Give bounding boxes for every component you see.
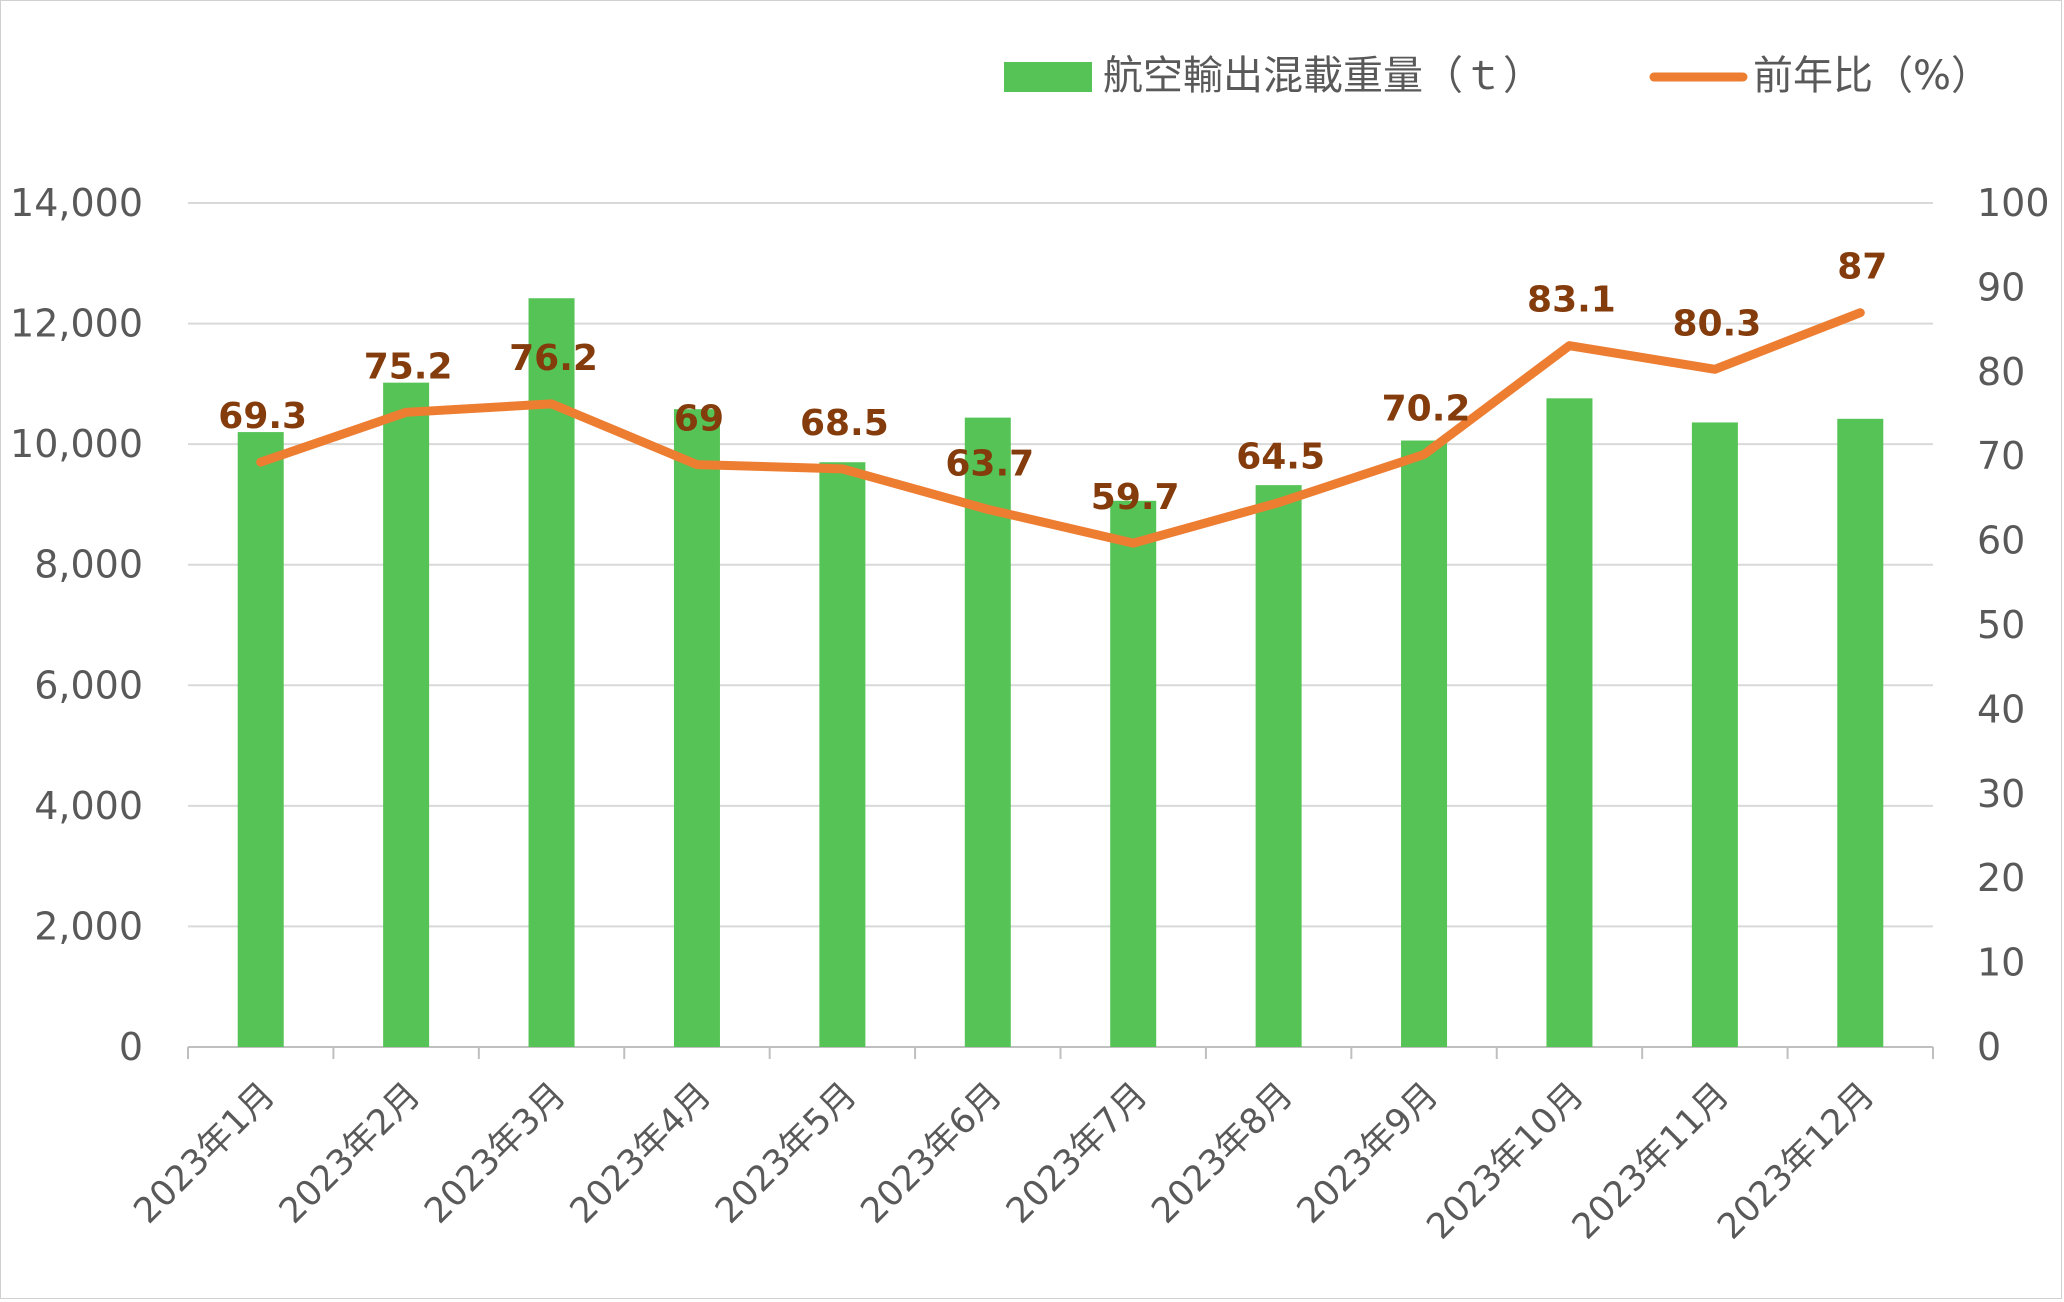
line-point [1568, 344, 1571, 347]
left-y-tick-label: 12,000 [10, 302, 143, 346]
line-data-label: 69.3 [218, 396, 307, 437]
x-category-label: 2023年8月 [1144, 1075, 1301, 1232]
bar [528, 298, 575, 1047]
line-series [256, 308, 1865, 548]
left-y-tick-label: 2,000 [34, 904, 143, 948]
line-data-label: 68.5 [800, 403, 889, 444]
right-y-tick-label: 40 [1977, 687, 2025, 731]
legend-label-bars: 航空輸出混載重量（ｔ） [1103, 53, 1543, 99]
line-data-label: 70.2 [1382, 389, 1471, 430]
line-data-label: 87 [1837, 247, 1887, 288]
line-data-label: 76.2 [509, 338, 598, 379]
right-y-tick-label: 100 [1977, 181, 2050, 225]
bar [1401, 440, 1448, 1047]
legend: 航空輸出混載重量（ｔ） 前年比（%） [1004, 53, 1991, 99]
right-y-tick-label: 90 [1977, 265, 2025, 309]
x-category-label: 2023年11月 [1565, 1075, 1737, 1247]
left-y-tick-label: 4,000 [34, 784, 143, 828]
right-y-tick-label: 30 [1977, 772, 2025, 816]
right-y-tick-label: 80 [1977, 350, 2025, 394]
bar [383, 382, 430, 1047]
x-category-label: 2023年3月 [417, 1075, 574, 1232]
bar [1546, 398, 1593, 1048]
x-category-label: 2023年2月 [272, 1075, 429, 1232]
bar [237, 432, 284, 1048]
legend-swatch-bars [1004, 62, 1092, 92]
data-labels: 69.3 75.2 76.2 69 68.5 63.7 59.7 64.5 70.2 83.1 80… [218, 247, 1887, 518]
line-point [259, 461, 262, 464]
left-y-tick-label: 6,000 [34, 663, 143, 707]
bar [1255, 485, 1302, 1047]
line-point [1277, 501, 1280, 504]
line-point [1132, 542, 1135, 545]
x-category-label: 2023年1月 [127, 1075, 284, 1232]
bar [964, 417, 1011, 1047]
bar [1110, 500, 1157, 1048]
line-data-label: 64.5 [1236, 437, 1325, 478]
yoy-line [256, 308, 1865, 548]
x-category-label: 2023年10月 [1420, 1075, 1592, 1247]
line-point [986, 508, 989, 511]
x-category-label: 2023年5月 [708, 1075, 865, 1232]
left-y-axis: 0 2,000 4,000 6,000 8,000 10,000 12,000 14,000 [10, 181, 143, 1069]
right-y-tick-label: 20 [1977, 856, 2025, 900]
left-y-tick-label: 10,000 [10, 422, 143, 466]
line-point [695, 463, 698, 466]
line-point [1713, 368, 1716, 371]
left-y-tick-label: 8,000 [34, 543, 143, 587]
bar [819, 462, 866, 1047]
bar [1691, 422, 1738, 1047]
line-data-label: 69 [674, 399, 724, 440]
right-y-tick-label: 10 [1977, 941, 2025, 985]
x-category-label: 2023年6月 [854, 1075, 1011, 1232]
left-y-tick-label: 14,000 [10, 181, 143, 225]
line-point [841, 467, 844, 470]
line-data-label: 83.1 [1527, 280, 1616, 321]
line-point [1423, 453, 1426, 456]
bar [673, 409, 720, 1048]
right-y-tick-label: 50 [1977, 603, 2025, 647]
line-data-label: 63.7 [945, 443, 1034, 484]
line-data-label: 59.7 [1091, 477, 1180, 518]
right-y-axis: 0 10 20 30 40 50 60 70 80 90 100 [1977, 181, 2050, 1069]
gridlines [188, 202, 1933, 928]
right-y-tick-label: 60 [1977, 519, 2025, 563]
legend-label-line: 前年比（%） [1753, 53, 1991, 99]
line-data-label: 80.3 [1672, 303, 1761, 344]
left-y-tick-label: 0 [119, 1025, 143, 1069]
line-point [405, 411, 408, 414]
line-point [550, 402, 553, 405]
bar [1837, 418, 1884, 1047]
bar-series [237, 298, 1884, 1048]
line-data-label: 75.2 [364, 346, 453, 387]
right-y-tick-label: 70 [1977, 434, 2025, 478]
x-category-label: 2023年7月 [999, 1075, 1156, 1232]
x-category-label: 2023年4月 [563, 1075, 720, 1232]
x-axis: 2023年1月2023年2月2023年3月2023年4月2023年5月2023年… [127, 1046, 1934, 1247]
line-point [1859, 311, 1862, 314]
x-category-label: 2023年9月 [1290, 1075, 1447, 1232]
x-category-label: 2023年12月 [1710, 1075, 1882, 1247]
right-y-tick-label: 0 [1977, 1025, 2001, 1069]
